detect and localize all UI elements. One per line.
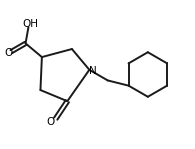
Text: OH: OH [22,19,38,29]
Text: N: N [89,66,97,76]
Text: O: O [4,48,12,58]
Text: O: O [47,118,55,128]
